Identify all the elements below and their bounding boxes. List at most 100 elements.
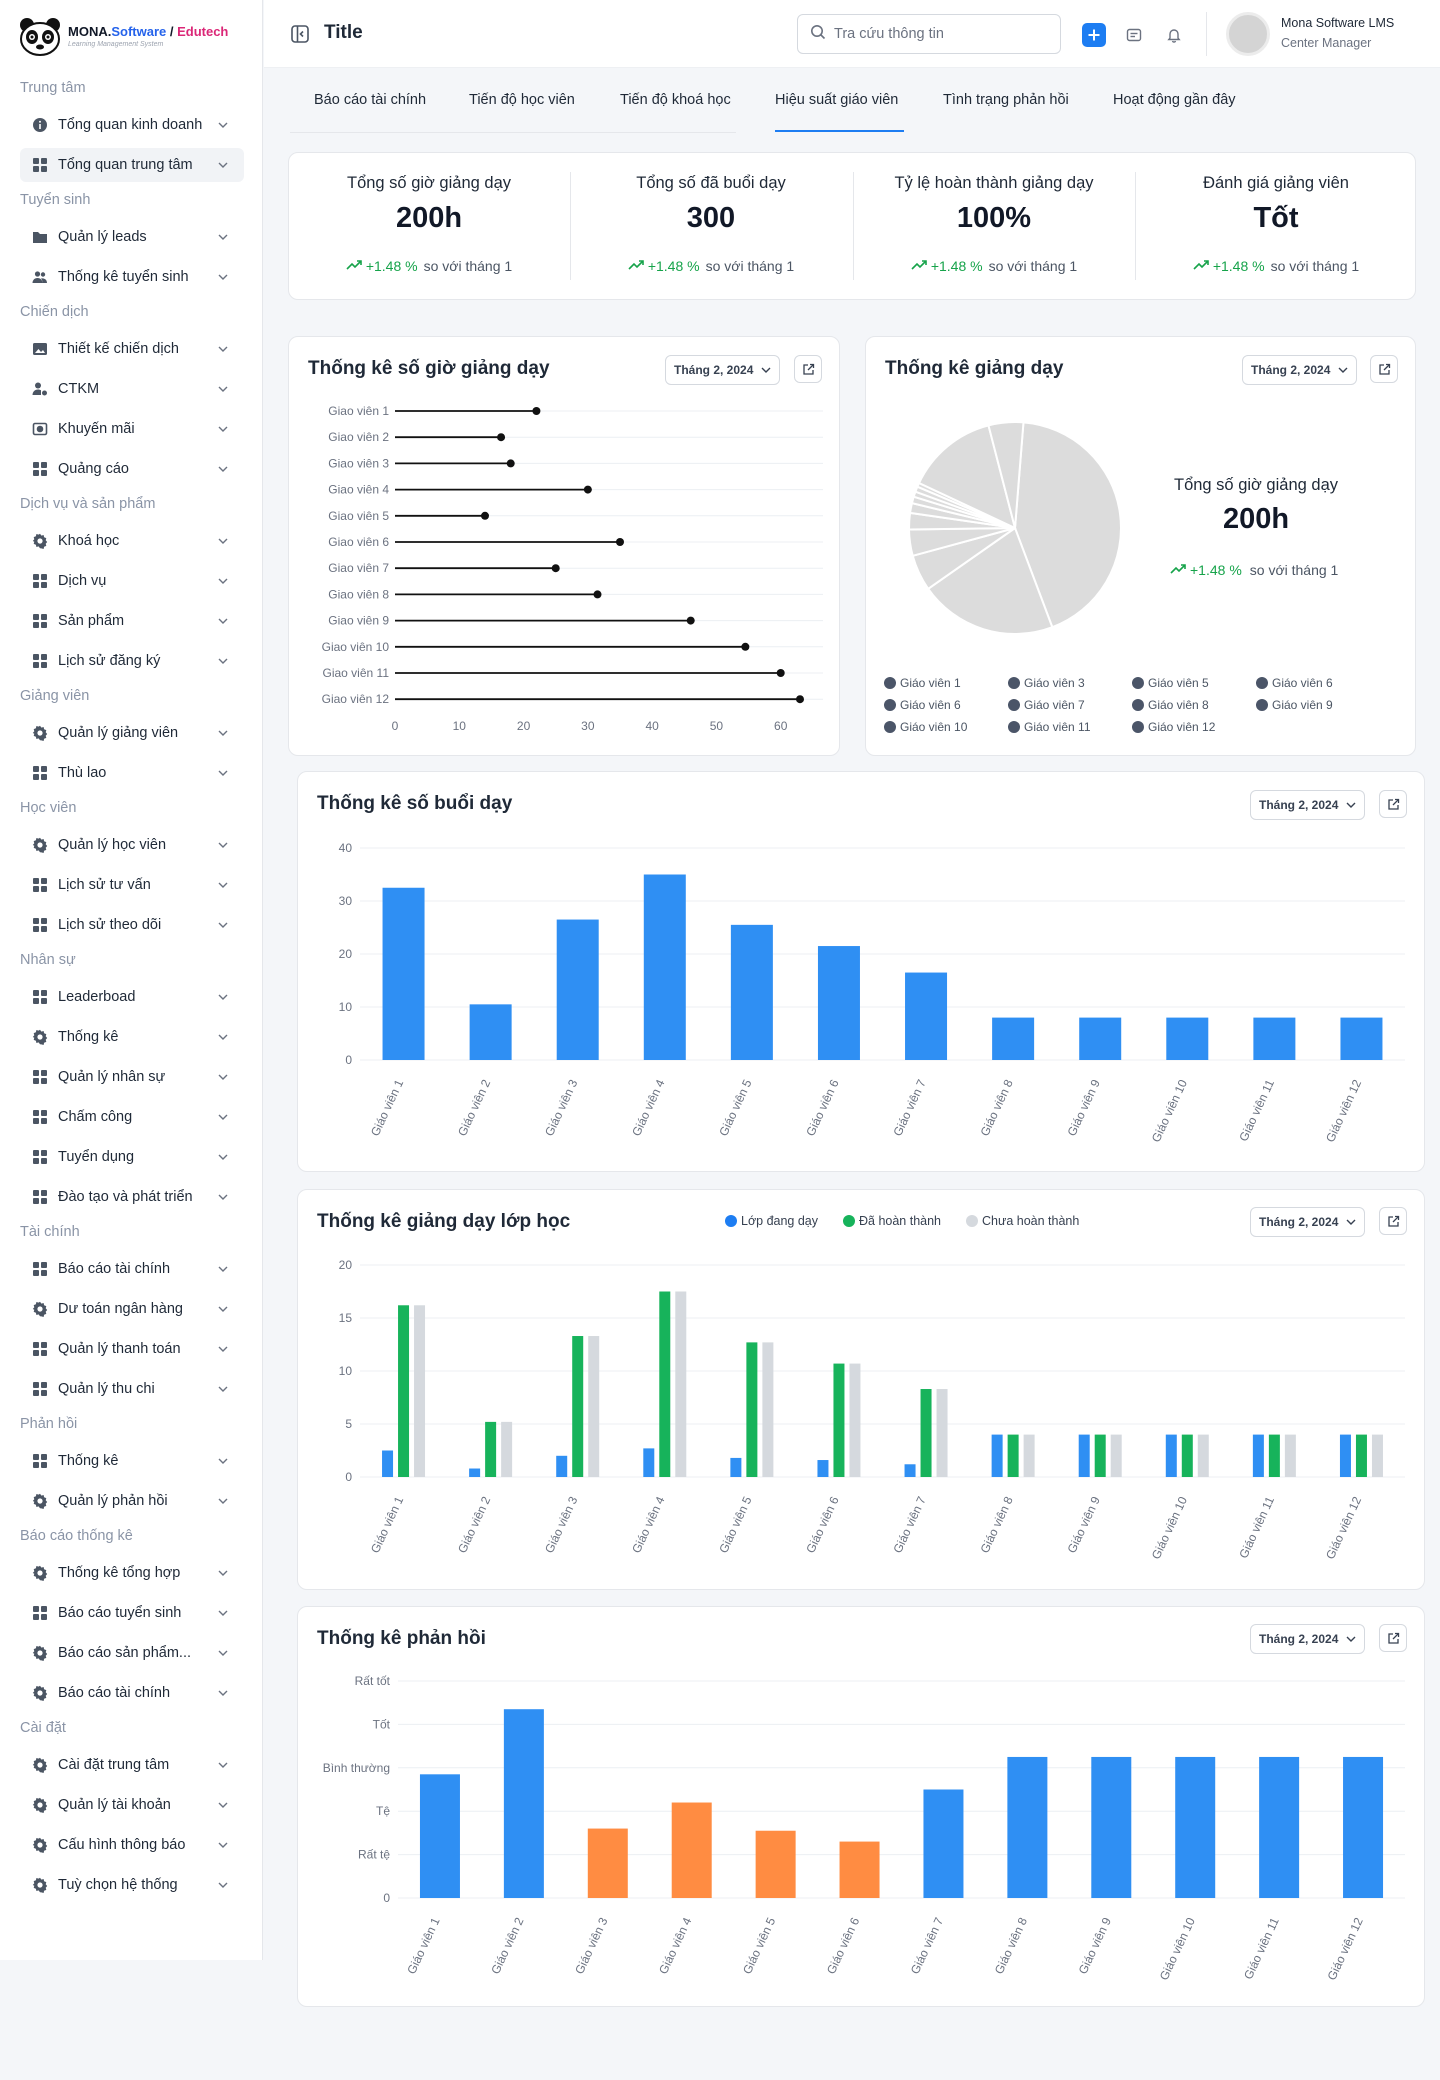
month-select[interactable]: Tháng 2, 2024 [1250,1624,1366,1654]
pie-legend-label: Giáo viên 6 [1272,676,1333,690]
grid-icon [32,765,48,781]
x-tick-label: 0 [392,719,399,733]
sidebar-item[interactable]: Quản lý giảng viên [20,716,244,750]
export-button[interactable] [1379,790,1407,818]
sidebar-item[interactable]: Lịch sử tư vấn [20,868,244,902]
pie-legend-item[interactable]: Giáo viên 3 [1008,676,1085,690]
sidebar-item[interactable]: Dịch vụ [20,564,244,598]
sidebar-item[interactable]: Thiết kế chiến dịch [20,332,244,366]
pie-legend-label: Giáo viên 7 [1024,698,1085,712]
add-button[interactable] [1082,23,1106,47]
trend-up-icon [911,258,927,274]
tab-feedback-status[interactable]: Tình trạng phản hồi [943,92,1069,108]
sidebar-item[interactable]: Dư toán ngân hàng [20,1292,244,1326]
bar [1259,1756,1300,1898]
pie-slice [987,421,1025,529]
sidebar-toggle-icon[interactable] [290,24,310,44]
tab-student-progress[interactable]: Tiến độ học viên [469,92,575,108]
grid-icon [32,877,48,893]
sidebar-item[interactable]: CTKM [20,372,244,406]
chevron-down-icon [216,162,230,168]
sidebar-item[interactable]: Đào tạo và phát triển [20,1180,244,1214]
sidebar-item[interactable]: Thống kê tổng hợp [20,1556,244,1590]
legend-dot [1132,699,1144,711]
month-select[interactable]: Tháng 2, 2024 [1242,355,1358,385]
chevron-down-icon [216,1346,230,1352]
tab-recent-activity[interactable]: Hoạt động gần đây [1113,92,1236,108]
sidebar-item[interactable]: Thống kê [20,1444,244,1478]
sidebar-item[interactable]: Tổng quan kinh doanh [20,108,244,142]
gear-icon [32,1301,48,1317]
grid-icon [32,1069,48,1085]
pie-legend-label: Giáo viên 3 [1024,676,1085,690]
sidebar-item[interactable]: Quảng cáo [20,452,244,486]
export-button[interactable] [1379,1207,1407,1235]
page-title: Title [324,22,363,43]
brand-logo[interactable]: MONA.Software / Edutech Learning Managem… [18,16,228,56]
search-input[interactable] [834,26,1044,42]
bar [1355,1434,1367,1477]
sidebar-item[interactable]: Thống kê tuyển sinh [20,260,244,294]
tab-teacher-performance[interactable]: Hiệu suất giáo viên [775,92,899,108]
sidebar-item[interactable]: Quản lý nhân sự [20,1060,244,1094]
export-button[interactable] [1370,355,1398,383]
avatar[interactable] [1226,12,1270,56]
sidebar-item[interactable]: Lịch sử theo dõi [20,908,244,942]
y-tick-label: 20 [339,1258,353,1272]
sidebar-item[interactable]: Báo cáo sản phẩm... [20,1636,244,1670]
sidebar-item[interactable]: Tuyển dụng [20,1140,244,1174]
pie-legend-item[interactable]: Giáo viên 1 [884,676,961,690]
sidebar-item[interactable]: Thống kê [20,1020,244,1054]
sidebar-item[interactable]: Quản lý học viên [20,828,244,862]
sidebar-item[interactable]: Quản lý leads [20,220,244,254]
sidebar-item[interactable]: Quản lý tài khoản [20,1788,244,1822]
y-tick-label: Giao viên 1 [328,404,389,418]
user-name[interactable]: Mona Software LMS [1281,16,1395,30]
sidebar-item[interactable]: Quản lý phản hồi [20,1484,244,1518]
legend-completed: Đã hoàn thành [843,1214,941,1228]
legend-dot [1132,677,1144,689]
message-button[interactable] [1122,23,1146,47]
x-tick-label: Giáo viên 5 [716,1494,754,1555]
pie-legend-item[interactable]: Giáo viên 10 [884,720,967,734]
pie-legend-item[interactable]: Giáo viên 6 [884,698,961,712]
sidebar-item[interactable]: Quản lý thanh toán [20,1332,244,1366]
export-button[interactable] [1379,1624,1407,1652]
pie-legend-item[interactable]: Giáo viên 7 [1008,698,1085,712]
classes-chart-card [297,1189,1425,1590]
pie-legend-item[interactable]: Giáo viên 11 [1008,720,1091,734]
sidebar-item[interactable]: Quản lý thu chi [20,1372,244,1406]
sidebar-item[interactable]: Leaderboad [20,980,244,1014]
sidebar-item[interactable]: Báo cáo tuyển sinh [20,1596,244,1630]
search-box[interactable] [797,14,1061,54]
trend-up-icon [1170,562,1186,578]
stat-trend-value: +1.48 % [365,258,418,274]
pie-legend-item[interactable]: Giáo viên 6 [1256,676,1333,690]
sidebar-item[interactable]: Khuyến mãi [20,412,244,446]
export-button[interactable] [794,355,822,383]
month-select[interactable]: Tháng 2, 2024 [1250,1207,1366,1237]
sidebar-item[interactable]: Tổng quan trung tâm [20,148,244,182]
sidebar-item-label: Thống kê tổng hợp [58,1565,181,1581]
sidebar-item[interactable]: Cấu hình thông báo [20,1828,244,1862]
sidebar-item[interactable]: Báo cáo tài chính [20,1676,244,1710]
sidebar-item[interactable]: Tuỳ chọn hệ thống [20,1868,244,1902]
notification-button[interactable] [1162,23,1186,47]
pie-legend-item[interactable]: Giáo viên 9 [1256,698,1333,712]
tab-course-progress[interactable]: Tiến độ khoá học [620,92,731,108]
sidebar-item[interactable]: Chấm công [20,1100,244,1134]
tab-financial-report[interactable]: Báo cáo tài chính [314,92,427,108]
sidebar-item[interactable]: Khoá học [20,524,244,558]
bar [730,924,773,1060]
sidebar-item[interactable]: Thù lao [20,756,244,790]
pie-legend-item[interactable]: Giáo viên 8 [1132,698,1209,712]
month-select[interactable]: Tháng 2, 2024 [665,355,781,385]
pie-legend-item[interactable]: Giáo viên 12 [1132,720,1215,734]
sidebar-item[interactable]: Báo cáo tài chính [20,1252,244,1286]
gear-icon [32,533,48,549]
sidebar-item[interactable]: Cài đặt trung tâm [20,1748,244,1782]
sidebar-item[interactable]: Lịch sử đăng ký [20,644,244,678]
month-select[interactable]: Tháng 2, 2024 [1250,790,1366,820]
pie-legend-item[interactable]: Giáo viên 5 [1132,676,1209,690]
sidebar-item[interactable]: Sản phẩm [20,604,244,638]
